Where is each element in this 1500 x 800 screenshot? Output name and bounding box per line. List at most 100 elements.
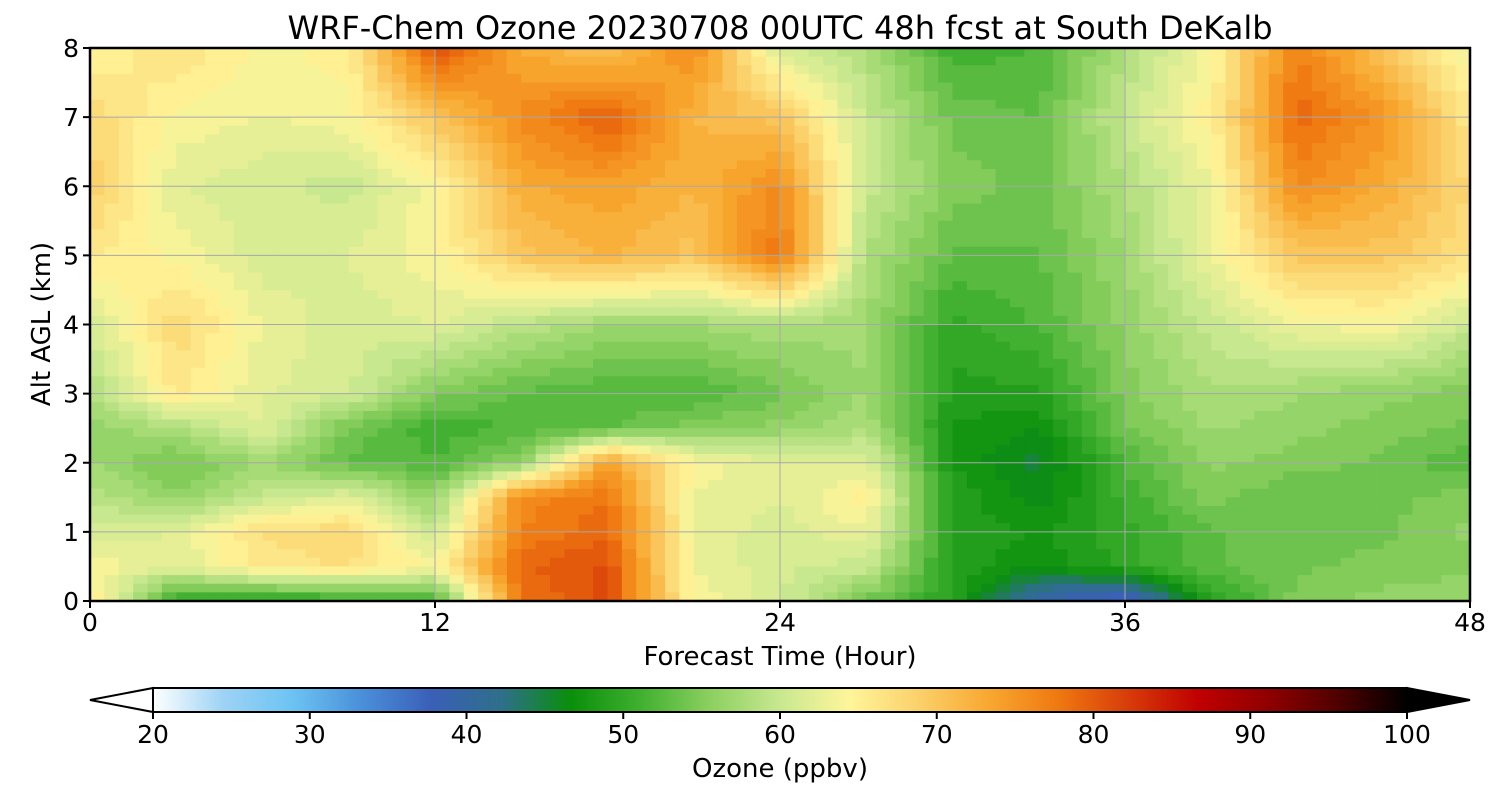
heatmap-cell <box>823 445 839 455</box>
heatmap-cell <box>593 410 609 421</box>
heatmap-cell <box>938 488 954 498</box>
heatmap-cell <box>1096 246 1112 256</box>
heatmap-cell <box>506 480 522 490</box>
heatmap-cell <box>1196 359 1212 369</box>
heatmap-cell <box>765 281 781 291</box>
heatmap-cell <box>693 384 709 395</box>
heatmap-cell <box>506 289 522 300</box>
heatmap-cell <box>981 117 997 127</box>
heatmap-cell <box>751 56 767 66</box>
heatmap-cell <box>938 117 954 127</box>
heatmap-cell <box>765 333 781 343</box>
heatmap-cell <box>1441 410 1457 421</box>
heatmap-cell <box>722 281 738 291</box>
heatmap-cell <box>607 410 623 421</box>
heatmap-cell <box>521 220 537 231</box>
heatmap-cell <box>1441 445 1457 455</box>
heatmap-cell <box>219 91 235 101</box>
heatmap-cell <box>262 298 278 308</box>
heatmap-cell <box>334 220 350 231</box>
heatmap-cell <box>895 393 910 403</box>
heatmap-cell <box>320 289 335 300</box>
heatmap-cell <box>219 324 235 334</box>
heatmap-cell <box>880 454 896 464</box>
heatmap-cell <box>938 48 954 58</box>
heatmap-cell <box>578 428 594 438</box>
heatmap-cell <box>291 108 307 118</box>
heatmap-cell <box>449 264 465 274</box>
heatmap-cell <box>492 480 508 490</box>
heatmap-cell <box>593 428 609 438</box>
heatmap-cell <box>1225 108 1241 118</box>
heatmap-cell <box>837 480 853 490</box>
heatmap-cell <box>1326 410 1342 421</box>
heatmap-cell <box>391 194 407 205</box>
heatmap-cell <box>866 246 882 256</box>
heatmap-cell <box>262 402 278 412</box>
heatmap-cell <box>334 238 350 248</box>
heatmap-cell <box>550 445 565 455</box>
heatmap-cell <box>1340 462 1356 472</box>
heatmap-cell <box>334 56 350 66</box>
heatmap-cell <box>578 65 594 75</box>
heatmap-cell <box>1110 99 1126 110</box>
heatmap-cell <box>248 186 264 196</box>
heatmap-cell <box>190 91 206 101</box>
heatmap-cell <box>966 255 982 265</box>
heatmap-cell <box>1038 367 1054 377</box>
heatmap-cell <box>794 255 810 265</box>
heatmap-cell <box>1053 359 1069 369</box>
heatmap-cell <box>938 168 954 179</box>
heatmap-cell <box>262 488 278 498</box>
heatmap-cell <box>607 194 623 205</box>
heatmap-cell <box>1096 160 1112 170</box>
heatmap-cell <box>636 220 652 231</box>
heatmap-cell <box>722 488 738 498</box>
heatmap-cell <box>1211 436 1227 447</box>
heatmap-cell <box>1053 436 1069 447</box>
heatmap-cell <box>966 428 982 438</box>
heatmap-cell <box>1096 428 1112 438</box>
heatmap-cell <box>1010 229 1025 239</box>
heatmap-cell <box>449 359 465 369</box>
heatmap-cell <box>636 341 652 352</box>
heatmap-cell <box>435 212 450 222</box>
heatmap-cell <box>1455 376 1470 386</box>
heatmap-cell <box>205 393 220 403</box>
heatmap-cell <box>262 333 278 343</box>
heatmap-cell <box>938 384 954 395</box>
heatmap-cell <box>219 238 235 248</box>
heatmap-cell <box>1268 289 1284 300</box>
heatmap-cell <box>535 229 551 239</box>
heatmap-cell <box>1355 445 1370 455</box>
heatmap-cell <box>506 462 522 472</box>
heatmap-cell <box>952 410 968 421</box>
heatmap-cell <box>895 229 910 239</box>
heatmap-cell <box>190 359 206 369</box>
heatmap-cell <box>981 333 997 343</box>
heatmap-cell <box>780 410 795 421</box>
heatmap-cell <box>880 134 896 144</box>
heatmap-cell <box>190 117 206 127</box>
heatmap-cell <box>1254 203 1270 213</box>
heatmap-cell <box>449 194 465 205</box>
heatmap-cell <box>305 315 321 326</box>
heatmap-cell <box>1168 56 1184 66</box>
heatmap-cell <box>118 359 134 369</box>
heatmap-cell <box>377 480 393 490</box>
heatmap-cell <box>851 186 867 196</box>
heatmap-cell <box>420 471 436 481</box>
heatmap-cell <box>765 341 781 352</box>
heatmap-cell <box>1297 480 1313 490</box>
heatmap-cell <box>650 393 666 403</box>
heatmap-cell <box>248 272 264 282</box>
heatmap-cell <box>765 134 781 144</box>
heatmap-cell <box>1010 410 1025 421</box>
heatmap-cell <box>722 238 738 248</box>
heatmap-cell <box>1139 307 1155 317</box>
heatmap-cell <box>190 367 206 377</box>
heatmap-cell <box>1297 255 1313 265</box>
heatmap-cell <box>823 264 839 274</box>
heatmap-cell <box>636 238 652 248</box>
heatmap-cell <box>607 160 623 170</box>
